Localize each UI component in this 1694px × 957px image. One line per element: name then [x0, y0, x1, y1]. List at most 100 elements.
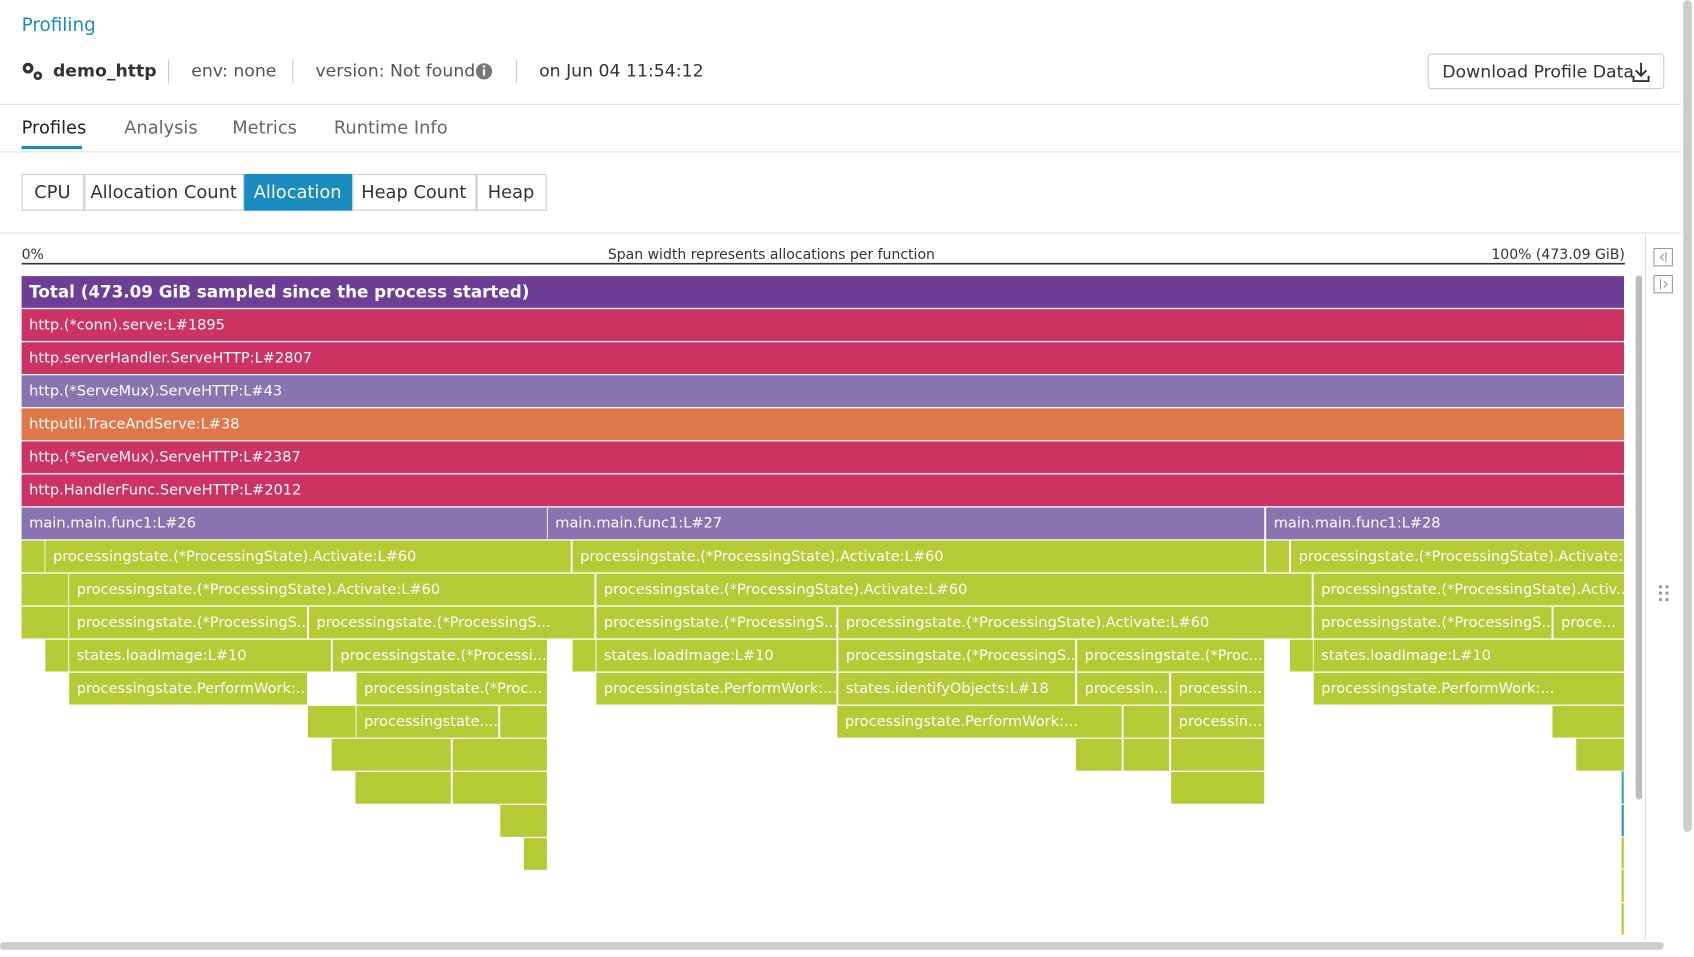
flame-frame[interactable]	[500, 805, 547, 837]
profile-type-button[interactable]	[352, 174, 477, 211]
frame-label[interactable]: http.(*ServeMux).ServeHTTP:L#43	[29, 382, 282, 399]
frame-label[interactable]: processin...	[1085, 680, 1168, 697]
flame-frame[interactable]	[1171, 771, 1265, 804]
frame-label[interactable]: states.loadImage:L#10	[1321, 647, 1491, 664]
frame-label[interactable]: processingstate....	[364, 713, 498, 730]
drag-handle[interactable]	[1658, 585, 1669, 602]
frame-label[interactable]: processingstate.(*ProcessingState).Activ…	[580, 548, 943, 565]
flame-frame[interactable]	[838, 606, 1312, 639]
frame-label[interactable]: http.(*ServeMux).ServeHTTP:L#2387	[29, 449, 301, 466]
profile-type-button[interactable]	[21, 174, 85, 211]
frame-label[interactable]: http.(*conn).serve:L#1895	[29, 316, 225, 333]
download-button[interactable]: Download Profile Data	[1427, 53, 1665, 90]
frame-label[interactable]: processingstate.PerformWork:...	[1321, 680, 1554, 697]
frame-label[interactable]: processingstate.(*ProcessingState).Activ…	[1299, 548, 1637, 565]
flame-frame[interactable]	[1077, 639, 1265, 672]
frame-label[interactable]: processingstate.(*ProcessingState).Activ…	[77, 581, 440, 598]
flame-frame[interactable]	[1313, 573, 1624, 606]
flame-frame[interactable]	[1552, 705, 1624, 738]
flame-frame[interactable]	[596, 606, 837, 639]
frame-label[interactable]: processingstate.(*ProcessingS...	[317, 614, 551, 631]
profile-type-label[interactable]: Heap	[488, 182, 535, 203]
frame-label[interactable]: states.loadImage:L#10	[604, 647, 774, 664]
tab[interactable]: Runtime Info	[334, 118, 448, 139]
flame-frame[interactable]	[1289, 639, 1313, 672]
collapse-icon[interactable]	[1653, 248, 1673, 267]
flame-frame[interactable]	[1077, 672, 1170, 705]
flame-frame[interactable]	[596, 672, 837, 705]
frame-label[interactable]: processingstate.(*Processi...	[340, 647, 546, 664]
flame-frame[interactable]	[1171, 705, 1265, 738]
flame-frame[interactable]	[69, 573, 595, 606]
flame-frame[interactable]	[21, 309, 1624, 341]
frame-label[interactable]: main.main.func1:L#27	[555, 515, 722, 532]
flame-frame[interactable]	[572, 540, 1265, 573]
flame-frame[interactable]	[21, 474, 1624, 507]
frame-label[interactable]: httputil.TraceAndServe:L#38	[29, 416, 239, 433]
frame-label[interactable]: Total (473.09 GiB sampled since the proc…	[29, 281, 529, 301]
flame-frame[interactable]	[45, 639, 69, 672]
flame-frame[interactable]	[45, 540, 571, 573]
flame-frame[interactable]	[331, 738, 451, 771]
flame-frame[interactable]	[1291, 540, 1624, 573]
frame-label[interactable]: processingstate.(*Proc...	[364, 680, 542, 697]
flame-frame[interactable]	[69, 639, 331, 672]
flame-frame[interactable]	[523, 838, 547, 870]
flame-frame[interactable]	[838, 639, 1076, 672]
frame-label[interactable]: processingstate.(*ProcessingS...	[604, 614, 838, 631]
profile-type-button[interactable]	[84, 174, 245, 211]
profile-type-label[interactable]: Allocation Count	[90, 182, 236, 203]
flame-frame[interactable]	[837, 705, 1122, 738]
flame-frame[interactable]	[21, 573, 69, 606]
flame-frame[interactable]	[21, 441, 1624, 474]
flame-frame[interactable]	[308, 606, 595, 639]
flame-frame[interactable]	[452, 771, 547, 804]
flame-frame[interactable]	[1171, 672, 1265, 705]
flame-frame[interactable]	[69, 672, 308, 705]
frame-label[interactable]: main.main.func1:L#26	[29, 515, 196, 532]
flame-frame[interactable]	[356, 705, 499, 738]
frame-label[interactable]: states.loadImage:L#10	[77, 647, 247, 664]
profile-type-button[interactable]	[244, 174, 353, 211]
flame-frame[interactable]	[21, 606, 69, 639]
frame-label[interactable]: processingstate.(*ProcessingS...	[77, 614, 311, 631]
flame-frame[interactable]	[1266, 507, 1624, 540]
flame-frame[interactable]	[1553, 606, 1624, 639]
flame-frame[interactable]	[1123, 705, 1170, 738]
frame-label[interactable]: processingstate.PerformWork:...	[77, 680, 310, 697]
flame-frame[interactable]	[1076, 738, 1122, 771]
v-scrollbar[interactable]	[1635, 275, 1643, 800]
flame-frame[interactable]	[21, 342, 1624, 374]
h-scrollbar[interactable]	[0, 942, 1664, 950]
frame-label[interactable]: processingstate.(*ProcessingS...	[846, 647, 1080, 664]
flame-frame[interactable]	[1576, 738, 1624, 771]
flame-frame[interactable]	[596, 639, 837, 672]
tab[interactable]: Profiles	[22, 118, 87, 139]
page-scrollbar[interactable]	[1683, 0, 1692, 832]
breadcrumb[interactable]: Profiling	[22, 15, 96, 36]
flame-frame[interactable]	[21, 408, 1624, 441]
frame-label[interactable]: processingstate.(*ProcessingState).Activ…	[1321, 581, 1630, 598]
frame-label[interactable]: processin...	[1179, 713, 1262, 730]
frame-label[interactable]: states.identifyObjects:L#18	[846, 680, 1049, 697]
flame-frame[interactable]	[69, 606, 308, 639]
flame-frame[interactable]	[21, 507, 547, 540]
tab[interactable]: Analysis	[124, 118, 197, 139]
flame-frame[interactable]	[452, 738, 547, 771]
frame-label[interactable]: http.serverHandler.ServeHTTP:L#2807	[29, 349, 312, 366]
flame-frame[interactable]	[838, 672, 1076, 705]
flame-frame[interactable]	[1313, 639, 1624, 672]
profile-type-label[interactable]: Allocation	[254, 182, 342, 203]
frame-label[interactable]: processingstate.(*ProcessingState).Activ…	[53, 548, 416, 565]
frame-label[interactable]: processingstate.(*ProcessingState).Activ…	[604, 581, 967, 598]
flame-frame[interactable]	[547, 507, 1265, 540]
frame-label[interactable]: http.HandlerFunc.ServeHTTP:L#2012	[29, 482, 301, 499]
flame-frame[interactable]	[1313, 672, 1624, 705]
tab[interactable]: Metrics	[232, 118, 297, 139]
flame-frame[interactable]	[356, 672, 547, 705]
flame-frame[interactable]	[572, 639, 596, 672]
flame-frame[interactable]	[596, 573, 1312, 606]
info-icon[interactable]	[475, 63, 493, 80]
flame-frame[interactable]	[21, 540, 45, 573]
download-label[interactable]: Download Profile Data	[1442, 62, 1634, 82]
